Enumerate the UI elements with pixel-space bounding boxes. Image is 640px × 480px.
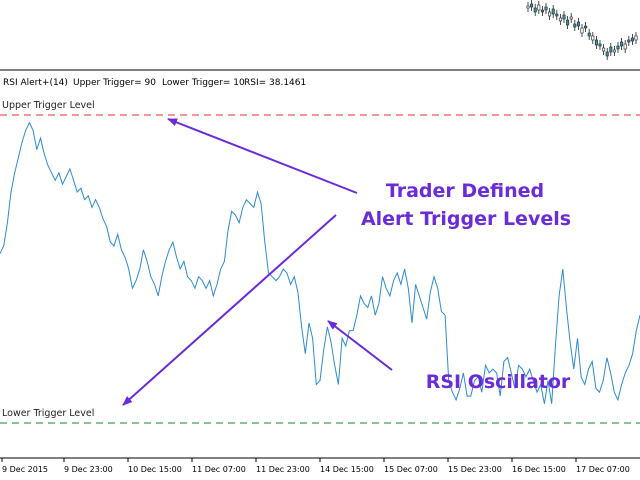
candle-body <box>573 23 577 28</box>
candle-body <box>558 17 562 22</box>
candle-body <box>616 45 620 50</box>
candle-body <box>620 41 624 47</box>
candle-body <box>562 14 566 20</box>
x-tick-label: 9 Dec 23:00 <box>64 465 113 474</box>
candle-body <box>537 4 541 11</box>
candle-body <box>627 39 631 43</box>
candle-body <box>623 43 627 50</box>
x-tick-label: 11 Dec 07:00 <box>192 465 246 474</box>
trigger-levels: Upper Trigger Level Lower Trigger Level <box>0 100 640 424</box>
candle-body <box>576 21 580 27</box>
x-axis-ticks: 9 Dec 2015 9 Dec 23:00 10 Dec 15:00 11 Dec … <box>1 458 630 474</box>
candle-body <box>530 3 534 8</box>
candle-body <box>602 47 606 52</box>
candle-body <box>594 39 598 46</box>
rsi-value: RSI= 38.1461 <box>244 78 306 88</box>
x-tick-label: 15 Dec 07:00 <box>384 465 438 474</box>
x-tick-label: 11 Dec 23:00 <box>256 465 310 474</box>
arrow-to-rsi-line <box>327 320 393 371</box>
x-tick-label: 9 Dec 2015 <box>2 465 48 474</box>
candle-body <box>566 19 570 26</box>
arrow-to-upper-level <box>167 118 358 194</box>
candle-body <box>612 49 616 53</box>
indicator-name: RSI Alert+(14) <box>3 78 68 88</box>
x-tick-label: 10 Dec 15:00 <box>128 465 182 474</box>
x-tick-label: 16 Dec 15:00 <box>512 465 566 474</box>
candle-body <box>598 43 602 47</box>
x-tick-label: 15 Dec 23:00 <box>448 465 502 474</box>
candle-body <box>584 25 588 29</box>
candle-body <box>551 8 555 15</box>
annotations: Trader Defined Alert Trigger Levels RSI … <box>122 118 571 406</box>
lower-trigger-label: Lower Trigger Level <box>2 408 94 419</box>
indicator-header: RSI Alert+(14) Upper Trigger= 90 Lower T… <box>3 78 306 88</box>
candle-body <box>605 51 609 57</box>
x-axis: 9 Dec 2015 9 Dec 23:00 10 Dec 15:00 11 Dec … <box>0 457 640 474</box>
trigger-levels-annotation-line2: Alert Trigger Levels <box>361 208 571 230</box>
candle-body <box>569 16 573 20</box>
candle-body <box>587 32 591 37</box>
candle-body <box>540 9 544 13</box>
candle-body <box>533 7 537 13</box>
candle-body <box>591 35 595 41</box>
trigger-levels-annotation-line1: Trader Defined <box>386 180 544 202</box>
upper-trigger-label: Upper Trigger Level <box>2 100 95 111</box>
candle-body <box>548 11 552 17</box>
candle-body <box>634 35 638 41</box>
candle-body <box>580 27 584 34</box>
lower-trigger-value: Lower Trigger= 10 <box>162 78 245 88</box>
rsi-oscillator-annotation: RSI Oscillator <box>426 371 571 393</box>
price-panel <box>0 0 640 71</box>
candle-body <box>544 6 548 11</box>
price-candles <box>526 0 638 60</box>
candle-body <box>609 46 613 53</box>
candle-body <box>555 13 559 17</box>
upper-trigger-value: Upper Trigger= 90 <box>73 78 156 88</box>
candle-body <box>630 37 634 42</box>
x-tick-label: 14 Dec 15:00 <box>320 465 374 474</box>
arrow-to-lower-level <box>122 214 337 406</box>
candle-body <box>526 5 530 9</box>
rsi-series-line <box>0 121 640 404</box>
x-tick-label: 17 Dec 07:00 <box>576 465 630 474</box>
price-panel-background <box>0 0 640 70</box>
